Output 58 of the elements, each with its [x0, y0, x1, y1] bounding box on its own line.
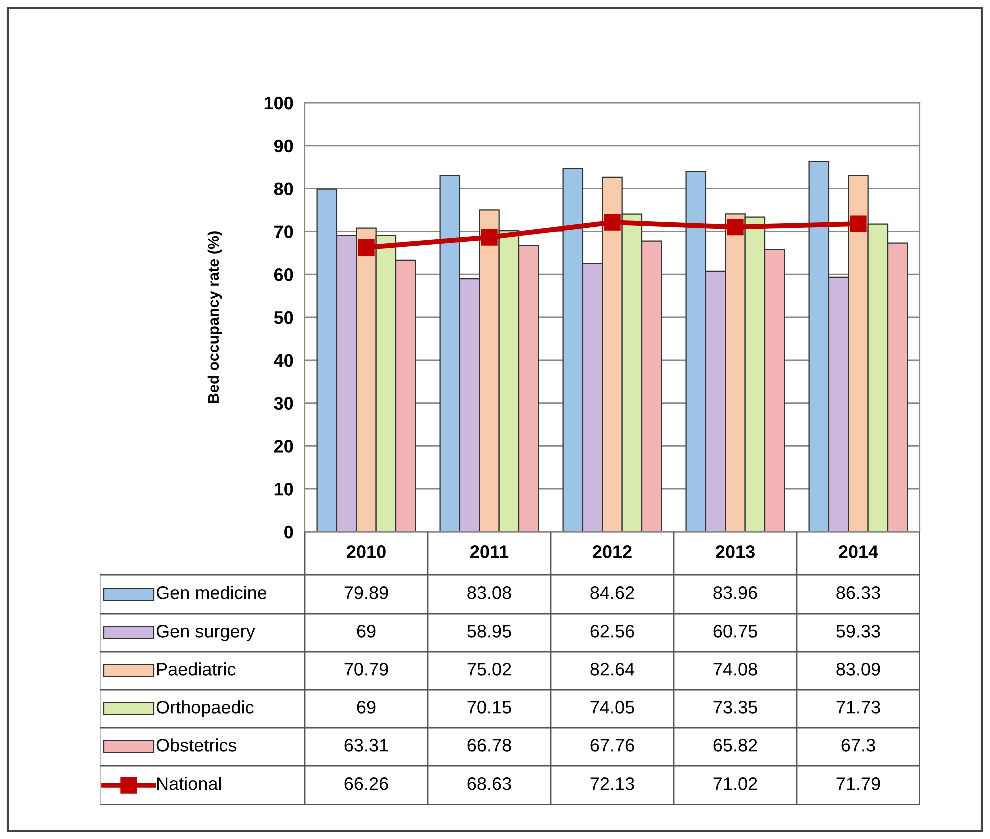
data-label: 67.76	[590, 739, 634, 752]
data-label: 63.31	[344, 739, 388, 752]
y-tick-label: 0	[284, 526, 294, 539]
data-label: 82.64	[590, 663, 635, 676]
data-label: 68.63	[468, 778, 512, 790]
y-tick-label: 10	[274, 483, 294, 496]
data-label: 79.89	[344, 586, 388, 600]
legend-label: Orthopaedic	[156, 700, 254, 718]
y-tick-label: 40	[274, 354, 294, 368]
data-label: 69	[357, 625, 376, 638]
data-label: 83.08	[468, 586, 512, 600]
data-label: 71.79	[836, 778, 880, 790]
x-tick-label: 2011	[470, 546, 509, 558]
data-label: 70.79	[344, 663, 388, 676]
legend-label: Gen medicine	[156, 586, 267, 600]
y-tick-label: 60	[274, 268, 294, 282]
y-tick-label: 20	[274, 440, 294, 453]
data-label: 86.33	[836, 586, 880, 600]
x-tick-label: 2012	[593, 546, 632, 558]
legend-label: Paediatric	[157, 662, 236, 676]
legend-label: Gen surgery	[156, 625, 256, 642]
y-tick-label: 90	[274, 140, 294, 153]
data-label: 58.95	[468, 625, 512, 638]
y-tick-label: 50	[274, 311, 294, 324]
data-label: 73.35	[714, 701, 758, 714]
data-label: 83.96	[714, 586, 758, 600]
data-label: 66.78	[468, 739, 512, 752]
y-tick-label: 100	[264, 96, 294, 110]
x-tick-label: 2010	[347, 546, 386, 558]
data-label: 65.82	[714, 739, 758, 752]
data-label: 59.33	[836, 625, 880, 638]
x-tick-label: 2013	[716, 546, 755, 558]
data-label: 62.56	[590, 625, 634, 638]
point	[727, 218, 744, 236]
legend-label: National	[157, 777, 222, 790]
data-label: 84.62	[590, 586, 634, 600]
data-label: 74.05	[590, 701, 634, 714]
point	[481, 229, 498, 246]
data-label: 71.02	[714, 778, 758, 790]
x-tick-label: 2014	[839, 546, 878, 558]
data-label: 66.26	[344, 778, 388, 790]
data-label: 71.73	[836, 701, 880, 714]
y-tick-label: 70	[274, 226, 294, 238]
point	[850, 216, 867, 232]
legend-label: Obstetrics	[156, 738, 237, 752]
data-label: 74.08	[714, 663, 758, 676]
point	[604, 214, 621, 231]
y-axis-title: Bed occupancy rate (%)	[208, 232, 222, 404]
data-label: 60.75	[714, 625, 758, 638]
data-label: 83.09	[836, 663, 880, 676]
data-label: 75.02	[468, 663, 512, 676]
y-tick-label: 80	[274, 182, 294, 196]
data-label: 72.13	[590, 778, 634, 790]
data-label: 69	[357, 701, 376, 714]
data-label: 67.3	[842, 739, 876, 752]
y-tick-label: 30	[274, 397, 294, 410]
data-label: 70.15	[468, 701, 512, 714]
point	[358, 239, 375, 256]
